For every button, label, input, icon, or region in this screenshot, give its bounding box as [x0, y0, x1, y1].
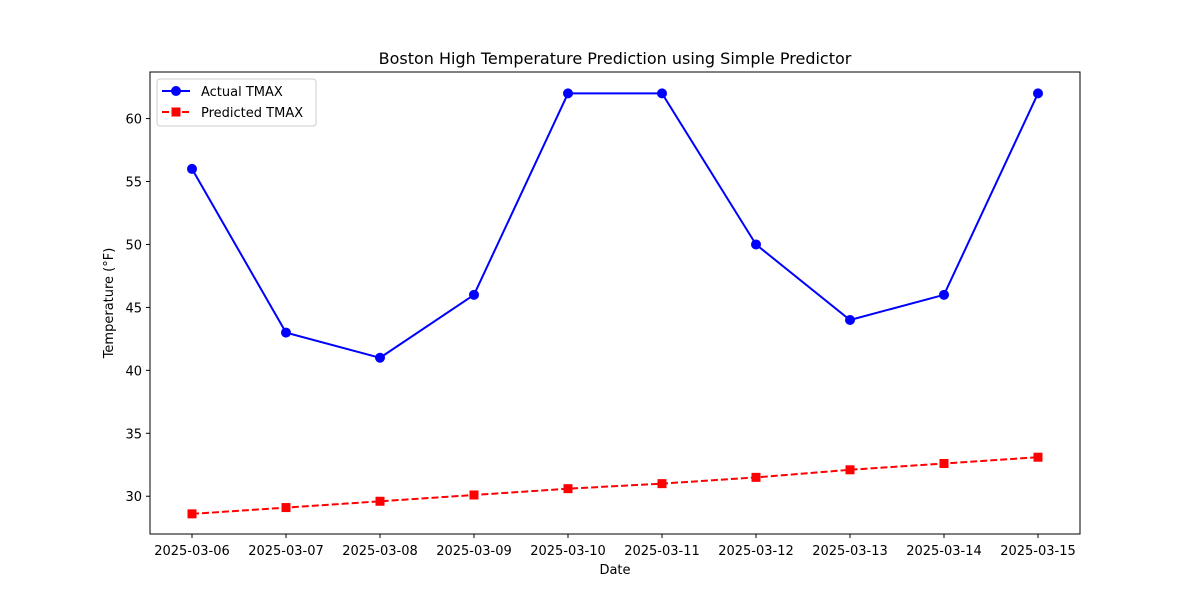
y-tick-label: 35: [125, 427, 142, 442]
data-point: [469, 490, 479, 500]
series-2: [187, 452, 1043, 519]
data-point: [1033, 88, 1043, 99]
plot-area-frame: [149, 71, 1081, 535]
y-tick-label: 55: [125, 176, 142, 191]
legend-marker: [171, 86, 181, 96]
x-tick-label: 2025-03-15: [1000, 544, 1076, 559]
x-tick-label: 2025-03-06: [154, 544, 230, 559]
data-point: [939, 459, 949, 469]
legend-marker: [171, 107, 181, 117]
data-point: [657, 479, 667, 489]
legend-box: [156, 78, 317, 127]
data-point: [281, 503, 291, 513]
x-tick-label: 2025-03-10: [530, 544, 606, 559]
data-point: [751, 239, 761, 250]
x-tick-label: 2025-03-07: [248, 544, 324, 559]
legend: Actual TMAX Predicted TMAX: [156, 78, 317, 127]
legend-label: Predicted TMAX: [201, 106, 303, 121]
legend-entry: Predicted TMAX: [162, 106, 303, 121]
data-point: [1033, 452, 1043, 462]
x-tick-label: 2025-03-08: [342, 544, 418, 559]
x-tick-label: 2025-03-11: [624, 544, 700, 559]
y-tick-label: 60: [125, 113, 142, 128]
y-axis: 30 35 40 45 50 55 60: [125, 113, 150, 505]
data-point: [375, 496, 385, 506]
series-line: [191, 92, 1039, 359]
y-tick-label: 30: [125, 490, 142, 505]
data-point: [845, 465, 855, 475]
data-point: [563, 88, 573, 99]
y-tick-label: 45: [125, 301, 142, 316]
data-point: [187, 509, 197, 519]
data-point: [281, 327, 291, 338]
x-tick-label: 2025-03-14: [906, 544, 982, 559]
legend-entry: Actual TMAX: [162, 85, 283, 100]
x-tick-label: 2025-03-12: [718, 544, 794, 559]
y-tick-label: 50: [125, 238, 142, 253]
data-point: [751, 472, 761, 482]
data-point: [469, 289, 479, 300]
data-point: [939, 289, 949, 300]
series-1: [187, 88, 1043, 363]
x-tick-label: 2025-03-09: [436, 544, 512, 559]
x-tick-label: 2025-03-13: [812, 544, 888, 559]
legend-label: Actual TMAX: [201, 85, 283, 100]
series-line: [191, 456, 1039, 515]
data-point: [563, 484, 573, 494]
data-point: [187, 163, 197, 174]
series-layer: [187, 88, 1043, 519]
y-axis-title: Temperature (°F): [102, 248, 117, 360]
data-point: [845, 314, 855, 325]
x-axis: 2025-03-06 2025-03-07 2025-03-08 2025-03-09…: [154, 534, 1076, 559]
data-point: [375, 352, 385, 363]
x-axis-title: Date: [599, 563, 630, 578]
y-tick-label: 40: [125, 364, 142, 379]
chart-title: Boston High Temperature Prediction using…: [379, 49, 852, 68]
data-point: [657, 88, 667, 99]
